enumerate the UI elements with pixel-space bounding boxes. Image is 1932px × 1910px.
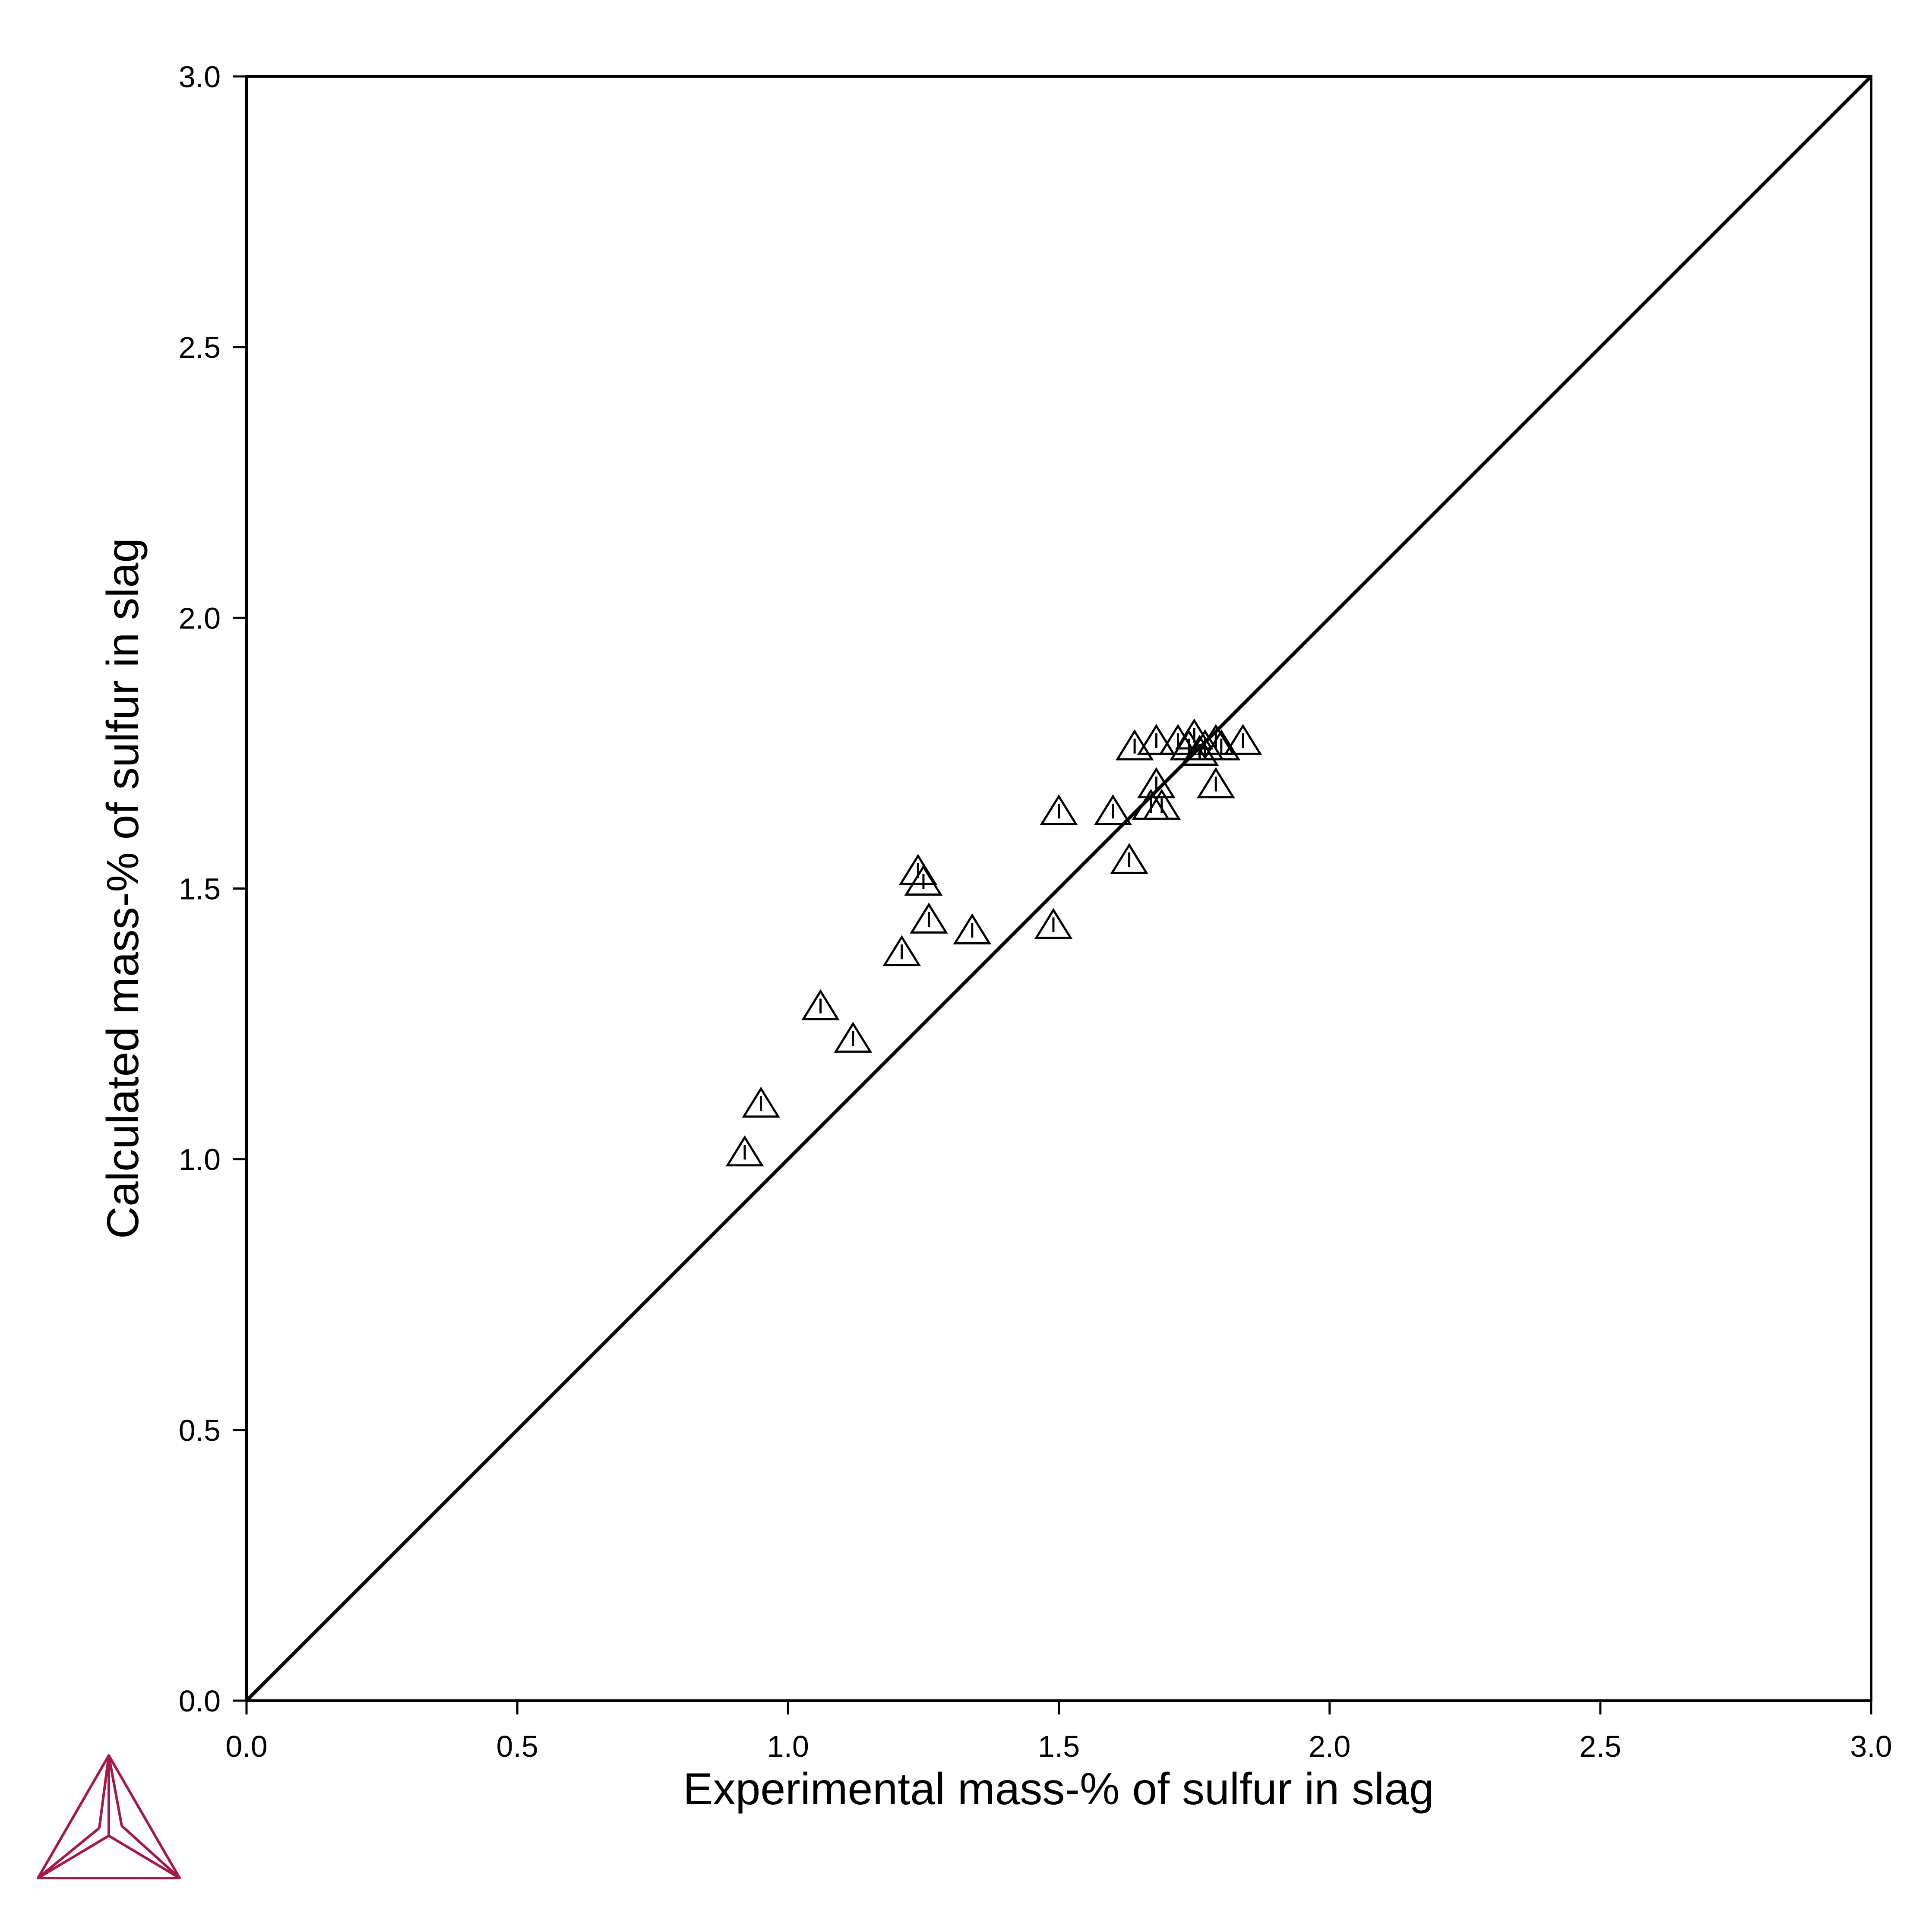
y-tick-label: 3.0 <box>179 60 221 94</box>
x-axis-title: Experimental mass-% of sulfur in slag <box>683 1764 1434 1814</box>
x-tick-label: 2.0 <box>1309 1730 1350 1763</box>
data-point <box>1196 767 1235 799</box>
x-tick-label: 0.5 <box>496 1730 538 1763</box>
data-point <box>1040 794 1078 825</box>
data-point <box>1034 908 1073 939</box>
data-point <box>953 913 992 944</box>
data-point <box>725 1135 764 1167</box>
y-tick-label: 2.0 <box>179 601 221 635</box>
x-tick-label: 1.5 <box>1038 1730 1080 1763</box>
y-tick-label: 1.5 <box>179 872 221 906</box>
x-tick-label: 0.0 <box>225 1730 267 1763</box>
thermo-calc-logo <box>37 1754 181 1879</box>
data-point <box>834 1021 873 1053</box>
reference-line <box>245 75 1872 1702</box>
x-tick-label: 1.0 <box>767 1730 809 1763</box>
data-point <box>1224 724 1262 755</box>
y-axis-title: Calculated mass-% of sulfur in slag <box>98 538 148 1239</box>
data-point <box>1142 789 1181 820</box>
x-tick-label: 2.5 <box>1579 1730 1621 1763</box>
data-point <box>1137 767 1176 799</box>
y-tick-label: 2.5 <box>179 331 221 364</box>
data-point <box>1115 729 1154 761</box>
y-tick-label: 0.5 <box>179 1414 221 1447</box>
y-tick-label: 1.0 <box>179 1143 221 1177</box>
data-point <box>1094 794 1132 825</box>
data-point <box>1137 724 1176 755</box>
data-point <box>801 989 840 1020</box>
x-tick-label: 3.0 <box>1850 1730 1892 1763</box>
reference-line-layer <box>245 75 1872 1702</box>
y-tick-label: 0.0 <box>179 1684 221 1718</box>
data-point <box>898 854 937 885</box>
data-point <box>742 1086 781 1118</box>
data-point <box>1110 843 1148 874</box>
data-point <box>882 935 921 966</box>
data-points <box>725 718 1262 1167</box>
data-point <box>910 903 948 934</box>
data-point <box>904 865 943 896</box>
axis-ticks: 0.0 0.5 1.0 1.5 2.0 2.5 3.0 0.0 0.5 1.0 1.5 2.0 2.5 3… <box>179 60 1892 1763</box>
